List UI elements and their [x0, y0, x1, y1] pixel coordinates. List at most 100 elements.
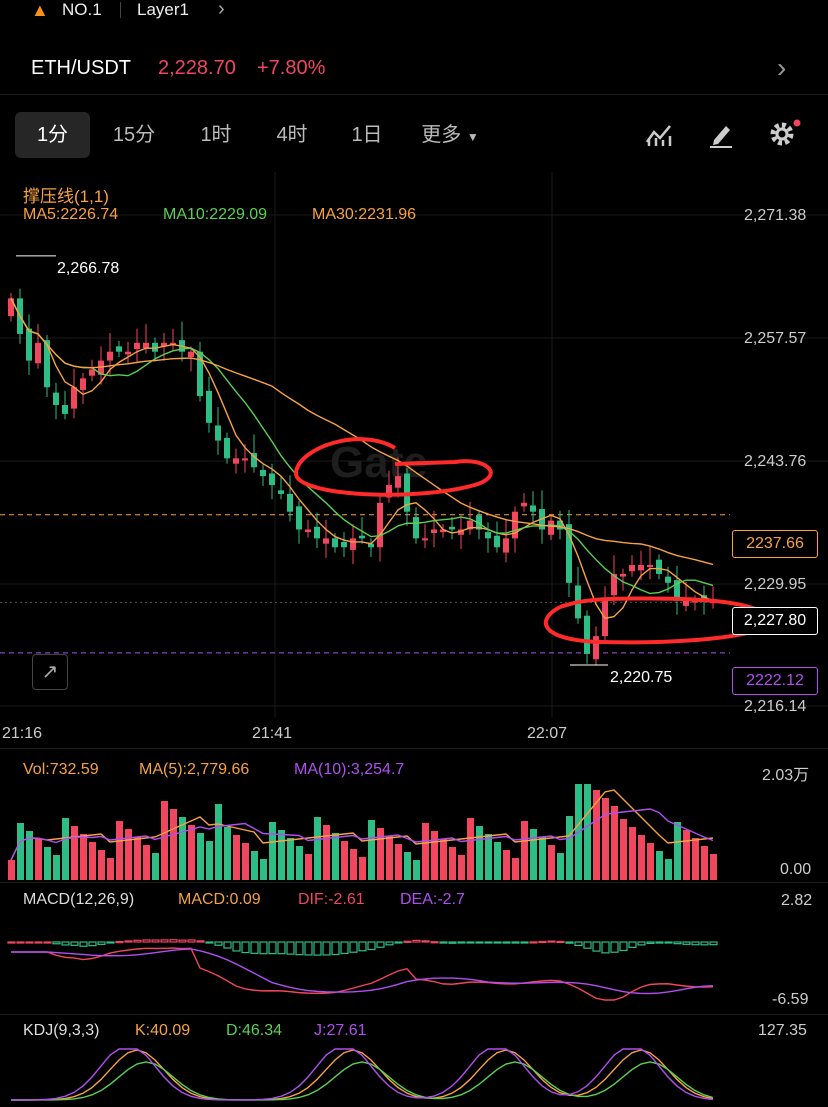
- indicator-icon[interactable]: [645, 122, 673, 148]
- candle-body: [35, 342, 41, 364]
- kdj-d-line: [10, 1061, 714, 1101]
- volume-bar: [494, 842, 501, 880]
- current-price-tag[interactable]: 2,227.80: [732, 607, 818, 635]
- volume-bar: [143, 845, 150, 880]
- macd-histogram-bar: [178, 939, 187, 943]
- expand-icon[interactable]: ↗: [32, 654, 68, 690]
- candle-body: [323, 538, 329, 544]
- tab-4h[interactable]: 4时: [276, 124, 308, 146]
- macd-histogram-bar: [475, 941, 484, 944]
- macd-histogram-bar: [187, 939, 196, 943]
- price-chart[interactable]: Gate: [0, 172, 828, 718]
- candle-body: [125, 351, 131, 355]
- tab-1d[interactable]: 1日: [351, 124, 383, 146]
- macd-histogram-bar: [61, 941, 70, 946]
- x-tick: 21:41: [252, 725, 293, 742]
- macd-histogram-bar: [394, 941, 403, 944]
- macd-histogram-bar: [70, 941, 79, 946]
- volume-bar: [233, 835, 240, 880]
- macd-chart[interactable]: [0, 912, 828, 1004]
- low-price-label: 2,220.75: [610, 669, 673, 686]
- macd-histogram-bar: [511, 941, 520, 944]
- macd-histogram-bar: [205, 941, 214, 944]
- candle-body: [656, 559, 662, 574]
- kdj-j-line: [10, 1048, 714, 1101]
- candle-body: [440, 529, 446, 533]
- volume-bar: [467, 818, 474, 880]
- kdj-chart[interactable]: [0, 1045, 828, 1107]
- volume-bar: [674, 822, 681, 880]
- candle-body: [548, 520, 554, 535]
- kdj-label: KDJ(9,3,3): [23, 1022, 100, 1039]
- chevron-right-icon[interactable]: ›: [218, 0, 225, 20]
- pair-symbol: ETH/USDT: [31, 57, 131, 79]
- kdj-j: J:27.61: [314, 1022, 367, 1039]
- candle-body: [242, 458, 248, 461]
- gear-icon[interactable]: [768, 118, 802, 150]
- volume-bar: [125, 829, 132, 880]
- macd-histogram-bar: [412, 939, 421, 943]
- macd-histogram-bar: [538, 940, 547, 944]
- candle-body: [413, 517, 419, 539]
- candle-body: [116, 346, 122, 352]
- volume-bar: [242, 843, 249, 880]
- candle-body: [143, 342, 149, 349]
- macd-histogram-bar: [439, 941, 448, 944]
- macd-histogram-bar: [304, 941, 313, 956]
- macd-histogram-bar: [556, 940, 565, 944]
- candle-body: [476, 515, 482, 530]
- volume-bar: [350, 849, 357, 880]
- candle-body: [260, 469, 266, 477]
- candle-body: [494, 535, 500, 548]
- candle-body: [512, 511, 518, 539]
- volume-bar: [368, 820, 375, 880]
- tab-1h[interactable]: 1时: [200, 124, 232, 146]
- macd-histogram-bar: [610, 941, 619, 953]
- candle-body: [314, 526, 320, 539]
- volume-bar: [98, 850, 105, 880]
- macd-histogram-bar: [52, 941, 61, 945]
- tab-more[interactable]: 更多 ▼: [421, 124, 479, 146]
- macd-histogram-bar: [664, 941, 673, 944]
- pair-change: +7.80%: [257, 57, 326, 79]
- candle-body: [269, 473, 275, 486]
- macd-histogram-bar: [88, 941, 97, 947]
- pen-icon[interactable]: [708, 120, 734, 148]
- resistance-price-tag[interactable]: 2237.66: [732, 530, 818, 558]
- candle-body: [395, 476, 401, 488]
- tab-1min[interactable]: 1分: [15, 112, 90, 158]
- volume-bar: [593, 790, 600, 880]
- volume-bar: [179, 817, 186, 880]
- caret-down-icon: ▼: [466, 130, 479, 144]
- volume-bar: [683, 830, 690, 880]
- annotation-circle: [294, 437, 493, 497]
- macd-histogram-bar: [115, 941, 124, 944]
- volume-chart[interactable]: [0, 784, 828, 880]
- candle-body: [80, 378, 86, 390]
- network-tag[interactable]: Layer1: [137, 0, 189, 19]
- volume-bar: [458, 855, 465, 880]
- volume-bar: [197, 833, 204, 880]
- volume-bar: [8, 860, 15, 880]
- volume-bar: [620, 819, 627, 880]
- rank-badge[interactable]: NO.1: [62, 0, 102, 19]
- macd-histogram-bar: [169, 939, 178, 943]
- volume-bar: [710, 854, 717, 880]
- tab-15min[interactable]: 15分: [112, 124, 156, 146]
- y-tick: 2,216.14: [744, 698, 807, 715]
- volume-bar: [278, 830, 285, 880]
- dea-value: DEA:-2.7: [400, 891, 465, 908]
- support-price-tag[interactable]: 2222.12: [732, 667, 818, 695]
- kdj-k: K:40.09: [135, 1022, 191, 1039]
- chevron-right-icon[interactable]: ›: [777, 52, 787, 83]
- volume-bar: [449, 847, 456, 880]
- volume-bar: [629, 827, 636, 880]
- candle-body: [233, 458, 239, 464]
- volume-bar: [296, 846, 303, 880]
- macd-histogram-bar: [16, 941, 25, 944]
- macd-histogram-bar: [421, 940, 430, 943]
- candle-body: [206, 390, 212, 423]
- candle-body: [647, 565, 653, 568]
- macd-histogram-bar: [646, 941, 655, 944]
- pair-header[interactable]: ETH/USDT 2,228.70 +7.80% ›: [0, 44, 828, 95]
